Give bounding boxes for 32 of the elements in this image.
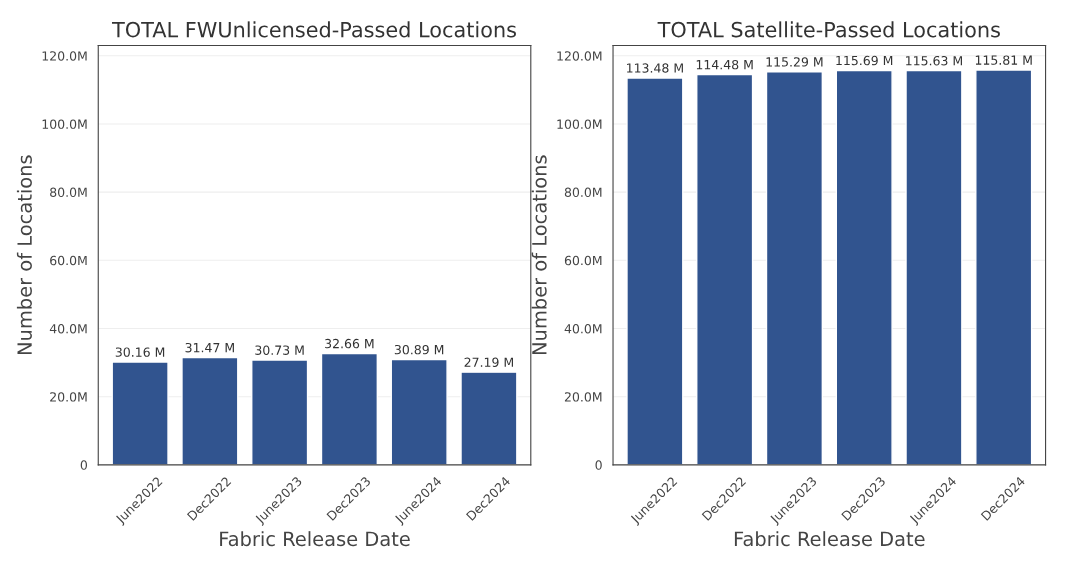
y-tick-label: 40.0M bbox=[49, 323, 87, 334]
y-tick-label: 60.0M bbox=[564, 255, 602, 266]
data-label: 115.29 M bbox=[766, 57, 823, 67]
y-tick-label: 20.0M bbox=[564, 392, 602, 402]
y-axis-title: Number of Locations bbox=[531, 155, 547, 355]
data-label: 31.47 M bbox=[185, 342, 234, 353]
y-tick-label: 40.0M bbox=[564, 323, 602, 334]
y-tick-label: 60.0M bbox=[50, 255, 87, 266]
y-tick-label: 100.0M bbox=[42, 119, 87, 129]
data-label: 30.73 M bbox=[255, 345, 304, 355]
data-label: 30.16 M bbox=[115, 347, 165, 357]
y-tick-label: 0 bbox=[595, 460, 602, 470]
data-label: 27.19 M bbox=[464, 357, 513, 367]
data-label: 32.66 M bbox=[325, 338, 374, 349]
y-tick-label: 120.0M bbox=[557, 51, 602, 61]
x-axis-title: Fabric Release Date bbox=[220, 531, 410, 547]
y-tick-label: 80.0M bbox=[564, 187, 602, 198]
data-label: 114.48 M bbox=[696, 59, 753, 70]
y-tick-label: 120.0M bbox=[42, 51, 87, 61]
chart-title: TOTAL Satellite-Passed Locations bbox=[657, 21, 1000, 38]
data-label: 115.81 M bbox=[975, 55, 1032, 65]
chart-title: TOTAL FWUnlicensed-Passed Locations bbox=[111, 21, 516, 38]
y-tick-label: 20.0M bbox=[50, 392, 87, 402]
data-label: 113.48 M bbox=[627, 63, 683, 73]
y-tick-label: 100.0M bbox=[557, 119, 602, 129]
y-axis-title: Number of Locations bbox=[16, 155, 32, 355]
y-tick-label: 0 bbox=[80, 460, 88, 470]
data-label: 115.69 M bbox=[836, 55, 893, 66]
data-label: 30.89 M bbox=[394, 344, 444, 355]
y-tick-label: 80.0M bbox=[50, 187, 87, 198]
data-label: 115.63 M bbox=[906, 55, 962, 66]
x-axis-title: Fabric Release Date bbox=[734, 531, 925, 547]
